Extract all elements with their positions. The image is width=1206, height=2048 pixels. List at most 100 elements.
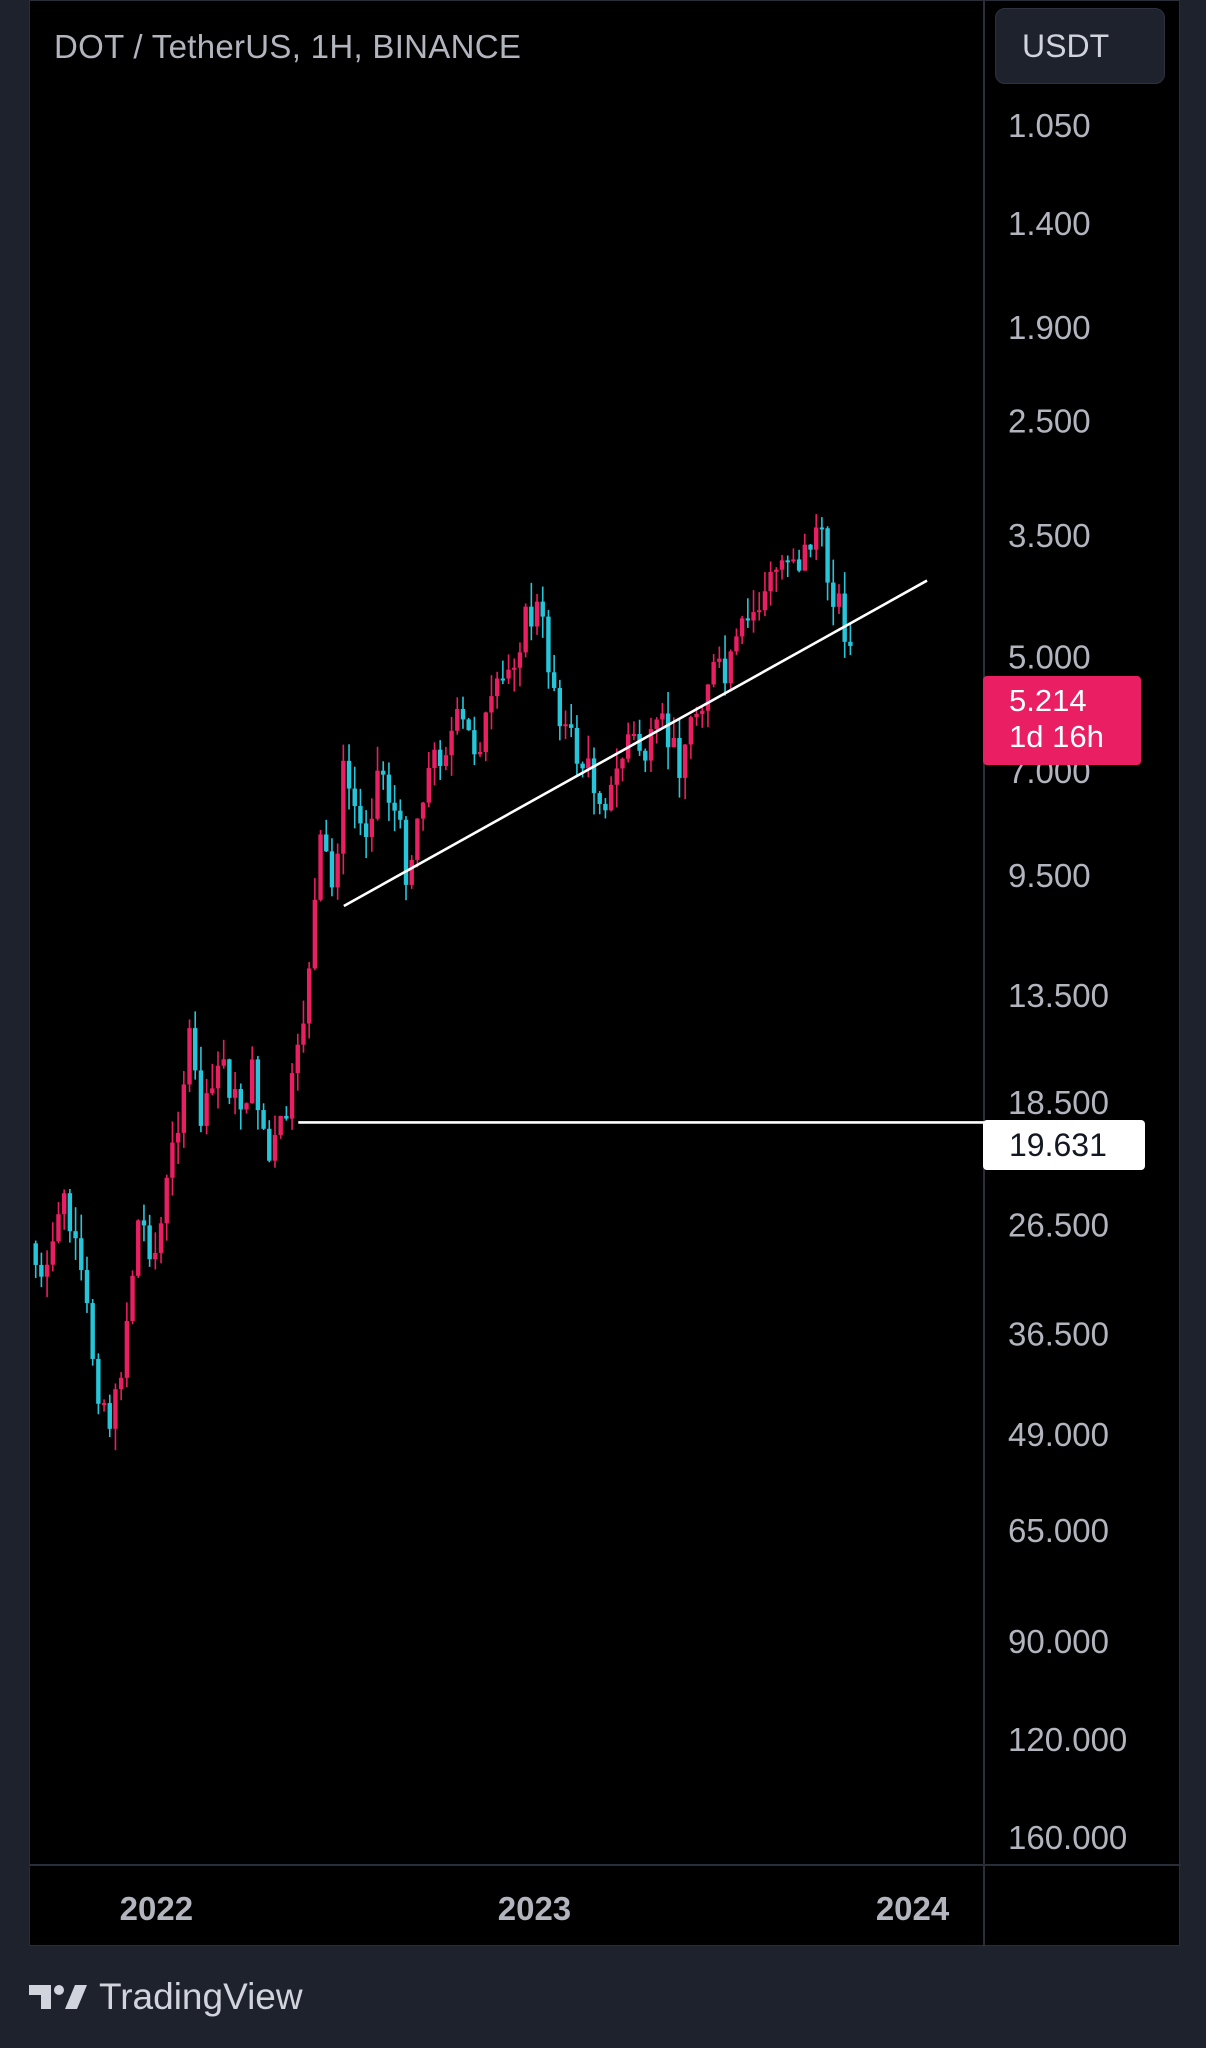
candle-body [722, 658, 728, 684]
candle-body [671, 737, 676, 748]
tradingview-brand[interactable]: TradingView [29, 1972, 303, 2022]
candle-body [386, 774, 392, 803]
candle-body [96, 1358, 101, 1404]
candle-body [381, 770, 386, 775]
candle-body [483, 712, 488, 753]
price-axis[interactable]: 1.0501.4001.9002.5003.5005.0007.0009.500… [1008, 107, 1127, 1856]
price-tick-label: 49.000 [1008, 1416, 1109, 1453]
candle-body [369, 818, 375, 837]
price-tick-label: 26.500 [1008, 1207, 1109, 1244]
candle-body [472, 730, 477, 755]
candle-body [751, 612, 756, 621]
candle-body [648, 729, 654, 761]
candles-group [33, 514, 853, 1451]
candle-body [819, 527, 825, 530]
candle-body [774, 569, 779, 572]
candle-body [210, 1088, 215, 1094]
candle-body [147, 1225, 152, 1260]
candle-body [705, 684, 711, 711]
candle-body [455, 709, 460, 731]
candle-body [643, 750, 648, 761]
candle-body [620, 758, 625, 769]
candle-body [415, 818, 420, 860]
candle-body [375, 770, 380, 819]
candle-body [512, 667, 517, 670]
drawings-group[interactable] [298, 579, 984, 1124]
candle-body [540, 601, 545, 617]
candle-body [272, 1134, 278, 1161]
candle-body [500, 678, 506, 681]
candle-body [426, 768, 431, 803]
chart-svg[interactable]: 1.0501.4001.9002.5003.5005.0007.0009.500… [30, 1, 1181, 1947]
candle-body [739, 618, 745, 637]
candle-body [187, 1028, 192, 1085]
price-tick-label: 5.000 [1008, 639, 1091, 676]
candle-body [295, 1044, 300, 1074]
candle-body [289, 1073, 295, 1119]
price-tick-label: 160.000 [1008, 1819, 1127, 1856]
candle-body [534, 601, 540, 627]
price-tick-label: 9.500 [1008, 857, 1091, 894]
candle-body [791, 559, 796, 562]
price-tick-label: 65.000 [1008, 1512, 1109, 1549]
candle-body [284, 1115, 289, 1119]
candle-body [529, 606, 534, 627]
candle-body [324, 834, 329, 852]
candle-body [73, 1231, 78, 1239]
candle-body [603, 803, 608, 811]
candle-body [130, 1275, 135, 1321]
candle-body [244, 1103, 249, 1110]
candle-body [728, 651, 733, 684]
candle-body [574, 727, 580, 764]
candle-body [67, 1193, 73, 1232]
candle-body [808, 544, 813, 550]
price-tick-label: 1.400 [1008, 205, 1091, 242]
brand-name: TradingView [99, 1976, 303, 2017]
candle-body [238, 1089, 243, 1110]
time-tick-label: 2024 [876, 1890, 950, 1927]
candle-body [232, 1089, 238, 1098]
candle-body [301, 1023, 306, 1045]
symbol-title: DOT / TetherUS, 1H, BINANCE [54, 28, 522, 65]
candle-body [341, 760, 346, 854]
candle-body [449, 730, 454, 756]
candle-body [56, 1214, 61, 1242]
candle-body [227, 1059, 232, 1098]
time-tick-label: 2022 [120, 1890, 193, 1927]
candle-body [170, 1142, 175, 1178]
candle-body [90, 1303, 95, 1359]
candle-body [164, 1177, 169, 1224]
candle-body [261, 1110, 266, 1129]
candle-body [517, 652, 523, 668]
candle-body [118, 1377, 124, 1390]
candle-body [813, 527, 819, 550]
price-tick-label: 1.900 [1008, 309, 1091, 346]
candle-body [631, 734, 637, 737]
chart-frame[interactable]: 1.050 1.400 1.900 2.500 3.500 5.000 7.000 9.500… [29, 0, 1181, 1947]
candle-body [221, 1059, 226, 1066]
candle-body [358, 806, 363, 824]
candle-body [409, 859, 414, 885]
price-tick-label: 90.000 [1008, 1623, 1109, 1660]
candle-body [346, 760, 352, 789]
candle-body [677, 737, 682, 778]
candle-body [654, 719, 659, 730]
bar-countdown-label: 1d 16h [1009, 719, 1104, 754]
candle-body [437, 749, 443, 766]
candle-body [215, 1065, 221, 1089]
candle-body [398, 810, 403, 820]
candle-body [50, 1241, 55, 1265]
candle-body [762, 591, 768, 611]
currency-button[interactable]: USDT [995, 8, 1165, 84]
candle-body [546, 616, 551, 673]
candle-body [432, 749, 437, 769]
candle-body [563, 724, 568, 727]
candle-body [597, 793, 602, 804]
time-axis[interactable]: 2022 2023 2024 [120, 1890, 950, 1927]
candle-body [363, 823, 369, 837]
candle-body [318, 834, 323, 900]
candle-body [249, 1059, 255, 1104]
candle-body [124, 1320, 130, 1378]
candle-body [569, 724, 574, 728]
candle-body [33, 1243, 38, 1265]
